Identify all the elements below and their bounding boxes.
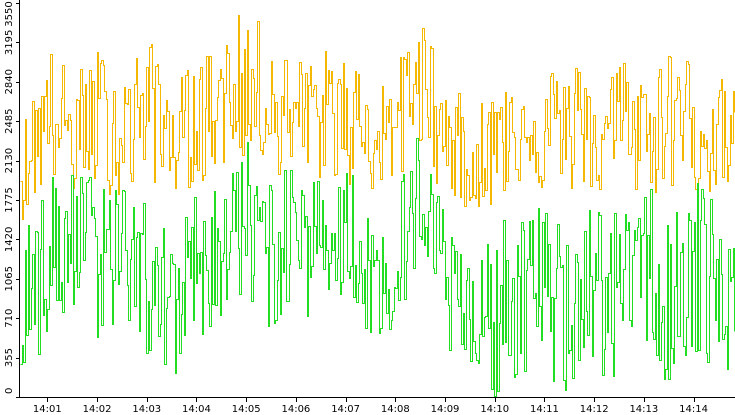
x-tick-label: 14:07 [331, 404, 360, 415]
y-tick-label: 355 [4, 348, 15, 367]
x-tick-label: 14:05 [232, 404, 261, 415]
y-tick-label: 1420 [4, 227, 15, 252]
y-tick-label: 1065 [4, 266, 15, 291]
x-axis-ticks: 14:01 14:02 14:03 14:04 14:05 14:06 14:07 14:08… [33, 397, 708, 415]
x-tick-label: 14:13 [629, 404, 658, 415]
x-tick-label: 14:11 [530, 404, 559, 415]
y-tick-label: 2485 [4, 108, 15, 133]
x-tick-label: 14:12 [580, 404, 609, 415]
series-line-1 [20, 138, 735, 397]
x-tick-label: 14:08 [381, 404, 410, 415]
y-axis-ticks: 0 355 710 1065 1420 1775 2130 2485 2840 3195 3550 [4, 1, 20, 398]
y-tick-label: 0 [4, 388, 15, 394]
y-tick-label: 1775 [4, 187, 15, 212]
y-tick-label: 3550 [4, 1, 15, 26]
y-tick-label: 710 [4, 309, 15, 328]
y-tick-label: 3195 [4, 30, 15, 55]
x-tick-label: 14:10 [480, 404, 509, 415]
series-layer [20, 15, 735, 397]
series-line-0 [20, 15, 735, 220]
x-tick-label: 14:09 [431, 404, 460, 415]
x-tick-label: 14:03 [132, 404, 161, 415]
x-tick-label: 14:02 [83, 404, 112, 415]
x-tick-label: 14:06 [281, 404, 310, 415]
y-tick-label: 2130 [4, 148, 15, 173]
x-tick-label: 14:14 [679, 404, 708, 415]
x-tick-label: 14:04 [182, 404, 211, 415]
x-tick-label: 14:01 [33, 404, 62, 415]
y-tick-label: 2840 [4, 69, 15, 94]
